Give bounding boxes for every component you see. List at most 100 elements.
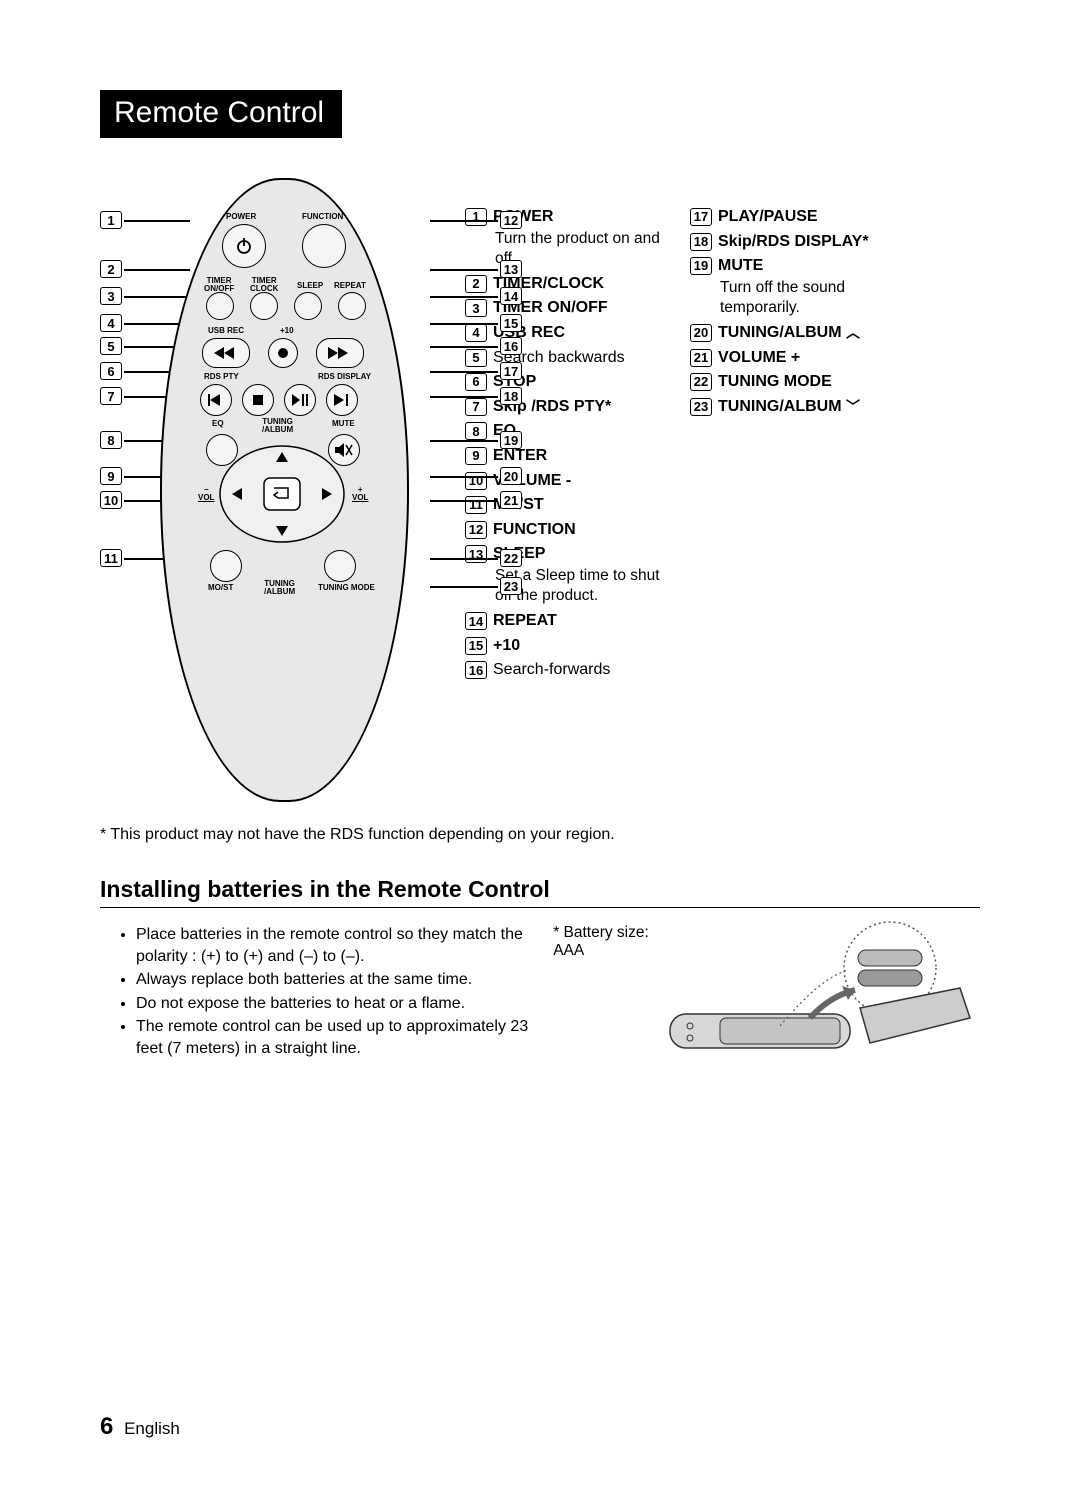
legend-label: TUNING/ALBUM ﹀: [718, 396, 860, 418]
btn-record: [268, 338, 298, 368]
callout-number: 19: [500, 431, 522, 449]
callout-line: [430, 586, 498, 588]
legend-number: 15: [465, 637, 487, 655]
btn-power: [222, 224, 266, 268]
legend-item: 1POWER: [465, 206, 660, 228]
install-bullet: Always replace both batteries at the sam…: [136, 969, 549, 991]
lbl-most: MO/ST: [208, 584, 233, 592]
callout-number: 9: [100, 467, 122, 485]
legend-number: 6: [465, 373, 487, 391]
legend-column-1: 1POWERTurn the product on and off.2TIMER…: [465, 206, 660, 684]
legend-item: 7Skip /RDS PTY*: [465, 396, 660, 418]
callout-line: [430, 558, 498, 560]
legend-label: MUTE: [718, 255, 763, 277]
callout-number: 23: [500, 577, 522, 595]
callout-number: 21: [500, 491, 522, 509]
callout-line: [430, 269, 498, 271]
legend-item: 20 TUNING/ALBUM ︿: [690, 322, 885, 344]
legend-number: 8: [465, 422, 487, 440]
legend-label: FUNCTION: [493, 519, 576, 541]
legend-number: 5: [465, 349, 487, 367]
btn-timer-onoff: [206, 292, 234, 320]
lbl-eq: EQ: [212, 420, 224, 428]
callout-line: [430, 220, 498, 222]
legend-number: 4: [465, 324, 487, 342]
lbl-vol-plus: +VOL: [352, 486, 368, 503]
btn-search-back: [202, 338, 250, 368]
callout-number: 15: [500, 314, 522, 332]
legend-item: 13SLEEP: [465, 543, 660, 565]
page-number: 6: [100, 1413, 113, 1440]
callout-number: 12: [500, 211, 522, 229]
legend-number: 21: [690, 349, 712, 367]
btn-tuning-mode: [324, 550, 356, 582]
callout-number: 20: [500, 467, 522, 485]
rds-footnote: * This product may not have the RDS func…: [100, 826, 980, 844]
legend-item: 5Search backwards: [465, 347, 660, 369]
legend-number: 22: [690, 373, 712, 391]
install-list: Place batteries in the remote control so…: [100, 924, 549, 1062]
legend-number: 12: [465, 521, 487, 539]
callout-number: 11: [100, 549, 122, 567]
section-title: Remote Control: [100, 90, 342, 138]
btn-skip-back: [200, 384, 232, 416]
legend-item: 23 TUNING/ALBUM ﹀: [690, 396, 885, 418]
legend-item: 2TIMER/CLOCK: [465, 273, 660, 295]
lbl-tuning-album2: TUNING/ALBUM: [264, 580, 295, 597]
callout-number: 1: [100, 211, 122, 229]
legend-number: 10: [465, 472, 487, 490]
page-footer: 6 English: [100, 1413, 180, 1441]
install-bullet: Do not expose the batteries to heat or a…: [136, 993, 549, 1015]
callout-line: [430, 476, 498, 478]
legend-label: REPEAT: [493, 610, 557, 632]
legend-number: 1: [465, 208, 487, 226]
legend-number: 23: [690, 398, 712, 416]
lbl-vol-minus: −VOL: [198, 486, 214, 503]
page-language: English: [124, 1419, 180, 1438]
callout-number: 2: [100, 260, 122, 278]
legend-number: 9: [465, 447, 487, 465]
legend-label: +10: [493, 635, 520, 657]
install-bullet: Place batteries in the remote control so…: [136, 924, 549, 967]
legend-label: TUNING MODE: [718, 371, 832, 393]
btn-play-pause: [284, 384, 316, 416]
callout-number: 13: [500, 260, 522, 278]
legend-item: 4USB REC: [465, 322, 660, 344]
legend-item: 10VOLUME -: [465, 470, 660, 492]
callout-line: [430, 500, 498, 502]
callout-number: 18: [500, 387, 522, 405]
callout-line: [430, 346, 498, 348]
remote-diagram: 1234567891011121314151617181920212223 PO…: [100, 178, 465, 798]
lbl-tuning-mode: TUNING MODE: [318, 584, 375, 592]
dpad: [218, 444, 346, 544]
legend-label: Search-forwards: [493, 659, 610, 681]
legend-number: 20: [690, 324, 712, 342]
lbl-sleep: SLEEP: [297, 282, 323, 290]
lbl-mute: MUTE: [332, 420, 355, 428]
callout-number: 4: [100, 314, 122, 332]
legend-number: 17: [690, 208, 712, 226]
legend-item: 15 +10: [465, 635, 660, 657]
legend-number: 16: [465, 661, 487, 679]
legend-label: TUNING/ALBUM ︿: [718, 322, 860, 344]
callout-number: 5: [100, 337, 122, 355]
lbl-plus10: +10: [280, 327, 294, 335]
legend-number: 7: [465, 398, 487, 416]
legend-item: 22 TUNING MODE: [690, 371, 885, 393]
lbl-rds-pty: RDS PTY: [204, 373, 239, 381]
callout-number: 14: [500, 287, 522, 305]
callout-line: [430, 371, 498, 373]
legend-item: 3TIMER ON/OFF: [465, 297, 660, 319]
btn-repeat: [338, 292, 366, 320]
legend-item: 18Skip/RDS DISPLAY*: [690, 231, 885, 253]
lbl-tuning-album: TUNING/ALBUM: [262, 418, 293, 435]
btn-stop: [242, 384, 274, 416]
legend-item: 16 Search-forwards: [465, 659, 660, 681]
legend-item: 14REPEAT: [465, 610, 660, 632]
legend-label: PLAY/PAUSE: [718, 206, 818, 228]
install-bullet: The remote control can be used up to app…: [136, 1016, 549, 1059]
legend-number: 19: [690, 257, 712, 275]
btn-skip-fwd: [326, 384, 358, 416]
callout-line: [430, 440, 498, 442]
callout-line: [430, 296, 498, 298]
